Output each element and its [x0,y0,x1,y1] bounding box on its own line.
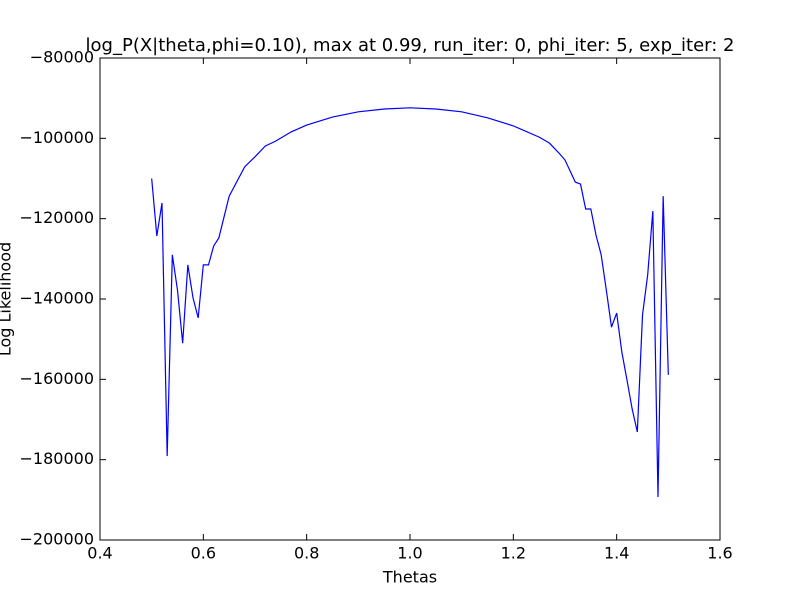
plot-frame [99,57,721,541]
x-tick-label: 0.6 [191,544,216,563]
x-tick-label: 1.6 [707,544,732,563]
y-tick-label: −160000 [20,369,94,388]
y-tick-label: −180000 [20,449,94,468]
chart-title: log_P(X|theta,phi=0.10), max at 0.99, ru… [86,35,735,56]
x-tick-label: 1.0 [397,544,422,563]
y-tick-label: −80000 [30,48,94,67]
x-tick-label: 1.4 [604,544,629,563]
data-line [151,107,669,498]
y-axis-label: Log Likelihood [0,242,15,356]
x-tick-label: 0.4 [87,544,112,563]
x-tick-label: 0.8 [294,544,319,563]
x-tick-label: 1.2 [501,544,526,563]
x-axis-label: Thetas [382,568,437,587]
y-tick-label: −100000 [20,128,94,147]
y-tick-label: −120000 [20,208,94,227]
y-tick-label: −200000 [20,530,94,549]
y-tick-label: −140000 [20,289,94,308]
